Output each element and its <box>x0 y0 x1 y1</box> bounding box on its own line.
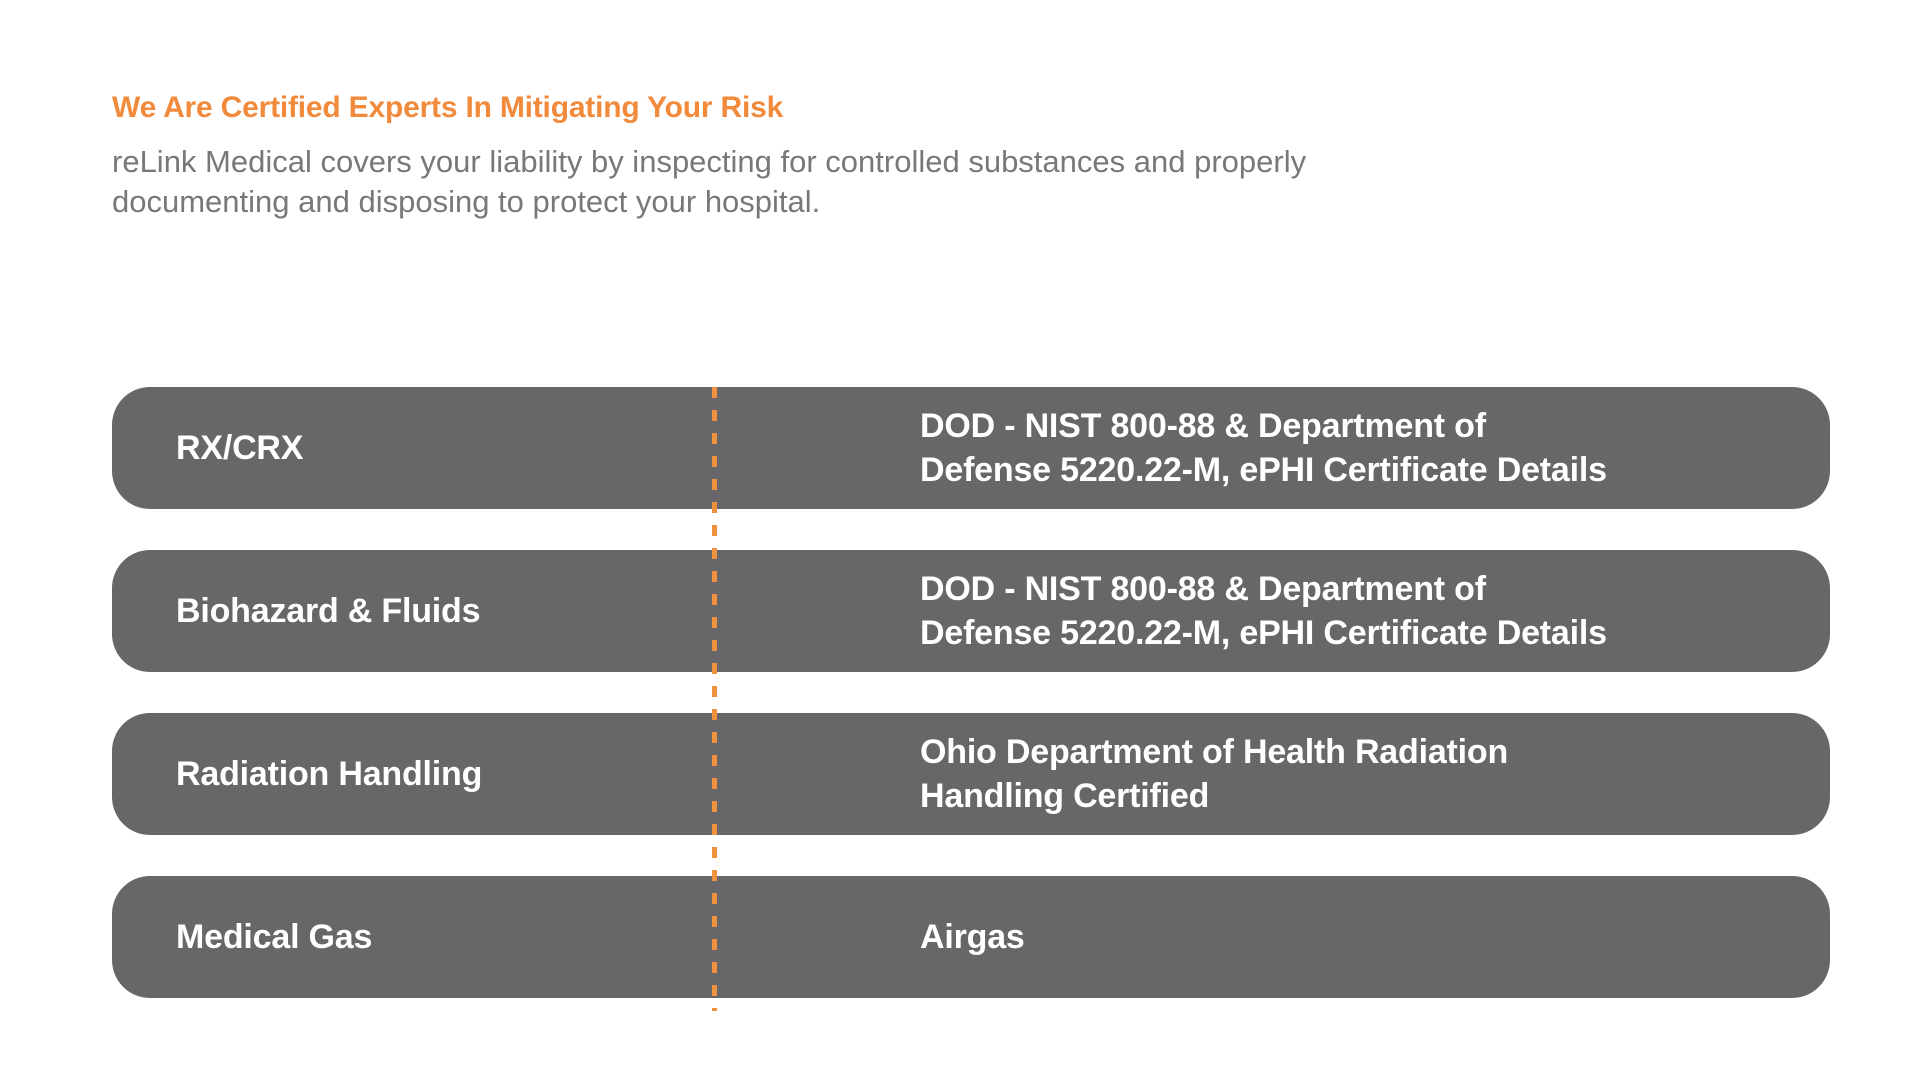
category-cell: Medical Gas <box>176 917 373 956</box>
certification-cell: DOD - NIST 800-88 & Department of Defens… <box>920 570 1607 652</box>
certification-table: RX/CRX DOD - NIST 800-88 & Department of… <box>112 387 1830 1011</box>
section-heading: We Are Certified Experts In Mitigating Y… <box>112 91 784 124</box>
certification-cell: Airgas <box>920 918 1025 956</box>
table-row: Radiation Handling Ohio Department of He… <box>112 713 1830 835</box>
table-row: Medical Gas Airgas <box>112 876 1830 998</box>
certification-cell: DOD - NIST 800-88 & Department of Defens… <box>920 407 1607 489</box>
certification-cell: Ohio Department of Health Radiation Hand… <box>920 733 1509 815</box>
category-cell: Radiation Handling <box>176 754 483 793</box>
category-cell: Biohazard & Fluids <box>176 591 481 630</box>
table-row: RX/CRX DOD - NIST 800-88 & Department of… <box>112 387 1830 509</box>
category-cell: RX/CRX <box>176 428 304 467</box>
table-row: Biohazard & Fluids DOD - NIST 800-88 & D… <box>112 550 1830 672</box>
section-intro-text: reLink Medical covers your liability by … <box>112 144 1307 219</box>
